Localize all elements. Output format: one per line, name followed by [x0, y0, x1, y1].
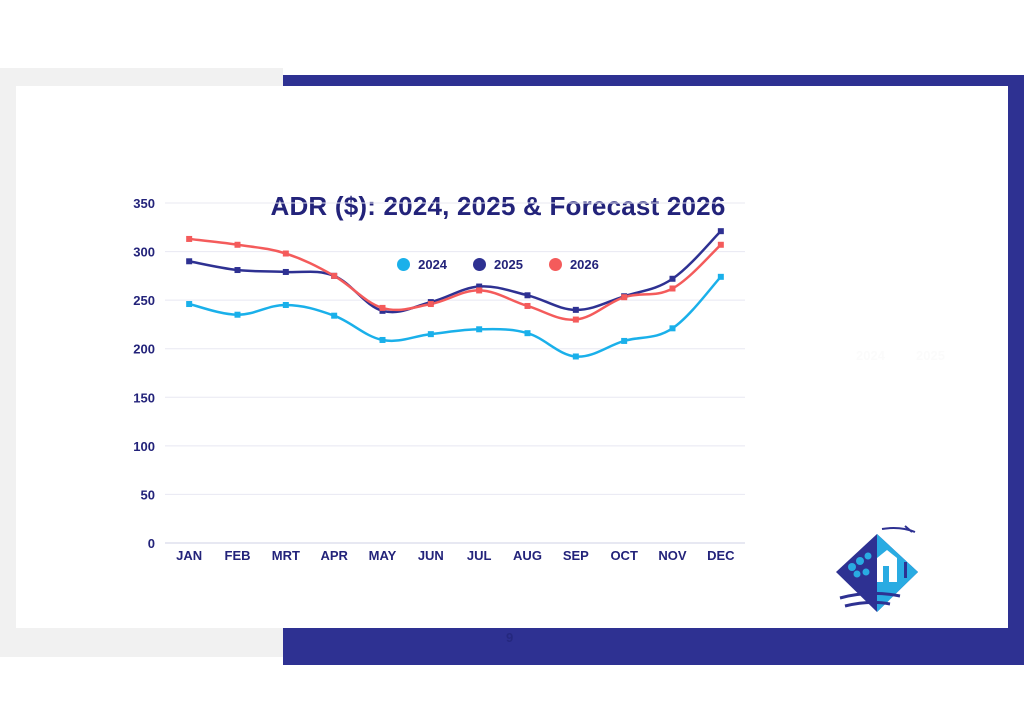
data-point-2024[interactable] [572, 353, 579, 360]
x-tick-label: JAN [176, 548, 202, 563]
y-tick-label: 250 [133, 293, 155, 308]
data-point-2025[interactable] [669, 275, 676, 282]
chart-legend: 2024 2025 2026 [16, 257, 980, 272]
x-tick-label: FEB [225, 548, 251, 563]
data-point-2025[interactable] [524, 292, 531, 299]
legend-label-2026: 2026 [569, 257, 599, 272]
legend-label-2024: 2024 [418, 257, 448, 272]
resort-diamond-logo-icon [836, 525, 918, 612]
series-lines [188, 230, 722, 358]
series-line-2025 [188, 230, 722, 314]
data-point-2024[interactable] [427, 331, 434, 338]
data-point-2024[interactable] [331, 312, 338, 319]
x-tick-label: MRT [272, 548, 300, 563]
data-point-2024[interactable] [621, 337, 628, 344]
y-tick-label: 50 [141, 487, 155, 502]
x-tick-label: JUL [467, 548, 492, 563]
data-point-2026[interactable] [427, 301, 434, 308]
data-point-2025[interactable] [572, 306, 579, 313]
y-tick-label: 150 [133, 390, 155, 405]
ghost-label-2025: 2025 [916, 348, 945, 363]
y-tick-label: 0 [148, 536, 155, 551]
series-markers [186, 228, 724, 360]
data-point-2026[interactable] [186, 235, 193, 242]
data-point-2024[interactable] [524, 330, 531, 337]
x-tick-label: JUN [418, 548, 444, 563]
legend-marker-2025 [473, 258, 487, 271]
x-tick-label: DEC [707, 548, 735, 563]
legend-item-2024[interactable]: 2024 [397, 257, 447, 272]
legend-item-2025[interactable]: 2025 [473, 257, 523, 272]
x-tick-label: MAY [369, 548, 397, 563]
data-point-2026[interactable] [572, 316, 579, 323]
x-axis-ticks: JAN FEB MRT APR MAY JUN JUL AUG SEP OCT NOV DEC [176, 548, 735, 563]
x-tick-label: AUG [513, 548, 542, 563]
legend-label-2025: 2025 [494, 257, 523, 272]
data-point-2025[interactable] [186, 258, 193, 265]
y-tick-label: 200 [133, 342, 155, 357]
data-point-2024[interactable] [234, 311, 241, 318]
legend-marker-2024 [397, 258, 411, 271]
y-tick-label: 100 [133, 439, 155, 454]
y-axis-ticks: 0 50 100 150 200 250 300 350 [133, 196, 155, 551]
data-point-2024[interactable] [379, 336, 386, 343]
data-point-2025[interactable] [476, 283, 483, 290]
x-tick-label: APR [320, 548, 348, 563]
ghost-label-2024: 2024 [856, 348, 885, 363]
x-tick-label: SEP [563, 548, 589, 563]
data-point-2024[interactable] [669, 325, 676, 332]
data-point-2026[interactable] [717, 241, 724, 248]
data-point-2026[interactable] [282, 250, 289, 257]
data-point-2024[interactable] [476, 326, 483, 333]
data-point-2025[interactable] [282, 268, 289, 275]
data-point-2026[interactable] [669, 285, 676, 292]
gridlines [165, 202, 745, 544]
legend-item-2026[interactable]: 2026 [548, 257, 599, 272]
page-number: 9 [506, 630, 514, 645]
data-point-2024[interactable] [186, 301, 193, 308]
data-point-2026[interactable] [379, 304, 386, 311]
chart-title: ADR ($): 2024, 2025 & Forecast 2026 [270, 191, 726, 221]
data-point-2026[interactable] [524, 302, 531, 309]
series-line-2026 [189, 237, 722, 321]
data-point-2026[interactable] [234, 241, 241, 248]
x-tick-label: OCT [610, 548, 638, 563]
data-point-2024[interactable] [717, 273, 724, 280]
chart-card: ADR ($): 2024, 2025 & Forecast 2026 2024… [16, 86, 1008, 628]
data-point-2026[interactable] [621, 294, 628, 301]
data-point-2026[interactable] [476, 287, 483, 294]
x-tick-label: NOV [658, 548, 687, 563]
y-tick-label: 350 [133, 196, 155, 211]
data-point-2025[interactable] [717, 228, 724, 235]
series-line-2024 [188, 275, 722, 358]
data-point-2026[interactable] [331, 272, 338, 279]
data-point-2025[interactable] [234, 267, 241, 274]
legend-marker-2026 [548, 258, 562, 271]
data-point-2024[interactable] [282, 302, 289, 308]
y-tick-label: 300 [133, 245, 155, 260]
